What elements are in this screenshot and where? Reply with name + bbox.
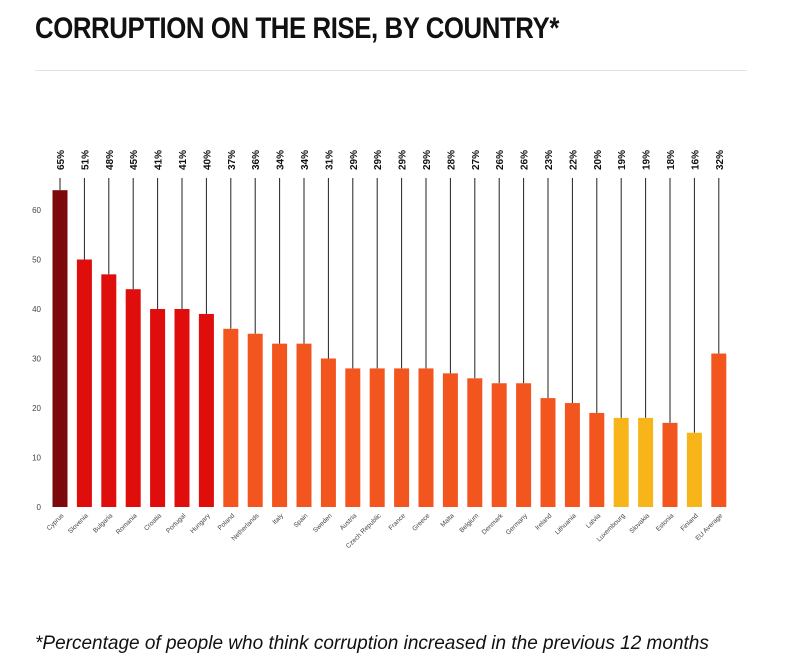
footnote: *Percentage of people who think corrupti… <box>35 633 709 654</box>
bar <box>516 383 532 507</box>
bar <box>442 373 458 507</box>
value-label: 18% <box>666 150 677 170</box>
value-label: 36% <box>251 150 262 170</box>
bar <box>589 412 605 507</box>
leader-lines <box>59 178 720 433</box>
y-tick-label: 0 <box>37 503 42 512</box>
category-label: Spain <box>293 512 310 529</box>
category-label: Germany <box>505 512 530 537</box>
y-axis: 0 10 20 30 40 50 60 <box>32 206 41 512</box>
title-divider <box>35 70 747 71</box>
bar <box>711 353 727 507</box>
category-label: Latvia <box>585 512 603 530</box>
value-label: 26% <box>520 150 531 170</box>
y-tick-label: 10 <box>32 454 41 463</box>
bar <box>223 328 239 507</box>
bar <box>272 343 288 507</box>
bar <box>613 417 629 507</box>
bar <box>564 403 580 507</box>
category-label: Slovenia <box>67 512 90 535</box>
value-label: 29% <box>398 150 409 170</box>
bar <box>320 358 336 507</box>
bar <box>296 343 312 507</box>
value-label: 29% <box>349 150 360 170</box>
bars <box>52 190 727 507</box>
category-label: Hungary <box>189 512 212 535</box>
value-label: 40% <box>202 150 213 170</box>
bar <box>76 259 92 507</box>
value-label: 34% <box>300 150 311 170</box>
bar <box>125 289 141 507</box>
category-label: Portugal <box>165 512 188 535</box>
category-label: Finland <box>680 512 700 532</box>
value-label: 48% <box>105 150 116 170</box>
bar <box>247 333 263 507</box>
bar <box>198 313 214 507</box>
value-label: 51% <box>80 150 91 170</box>
value-label: 32% <box>715 150 726 170</box>
value-label: 45% <box>129 150 140 170</box>
category-label: France <box>388 512 408 532</box>
category-label: Estonia <box>655 512 676 533</box>
value-label: 16% <box>690 150 701 170</box>
y-tick-label: 40 <box>32 305 41 314</box>
y-tick-label: 50 <box>32 256 41 265</box>
category-label: Italy <box>272 512 286 526</box>
bar <box>686 432 702 507</box>
bar <box>369 368 385 507</box>
value-label: 27% <box>471 150 482 170</box>
value-label: 29% <box>422 150 433 170</box>
value-label: 26% <box>495 150 506 170</box>
bar <box>418 368 434 507</box>
category-label: Poland <box>217 512 237 532</box>
bar-chart: 0 10 20 30 40 50 60 65% 51% 48% 45% 41% 41% 40% 37% 36… <box>32 150 727 550</box>
category-label: Lithuania <box>554 512 578 536</box>
value-label: 28% <box>446 150 457 170</box>
category-label: Greece <box>411 512 431 532</box>
category-label: Croatia <box>143 512 163 532</box>
bar <box>467 378 483 507</box>
bar <box>150 309 166 507</box>
category-label: Romania <box>115 512 139 536</box>
bar <box>662 422 678 507</box>
y-tick-label: 30 <box>32 355 41 364</box>
value-label: 22% <box>568 150 579 170</box>
value-label: 19% <box>617 150 628 170</box>
value-label: 31% <box>324 150 335 170</box>
value-label: 41% <box>178 150 189 170</box>
value-label: 29% <box>373 150 384 170</box>
category-label: Bulgaria <box>92 512 114 534</box>
x-axis-labels: Cyprus Slovenia Bulgaria Romania Croatia Port… <box>46 512 725 550</box>
bar <box>491 383 507 507</box>
bar <box>174 309 190 507</box>
bar <box>394 368 410 507</box>
category-label: Ireland <box>534 512 553 531</box>
category-label: Slovakia <box>628 512 651 535</box>
y-tick-label: 60 <box>32 206 41 215</box>
bar <box>52 190 68 507</box>
value-label: 19% <box>642 150 653 170</box>
bar <box>540 398 556 507</box>
bar <box>345 368 361 507</box>
chart-title: CORRUPTION ON THE RISE, BY COUNTRY* <box>35 12 559 45</box>
category-label: Belgium <box>458 512 480 534</box>
value-label: 34% <box>276 150 287 170</box>
value-label: 65% <box>56 150 67 170</box>
bar <box>638 417 654 507</box>
category-label: Austria <box>339 512 359 532</box>
value-label: 37% <box>227 150 238 170</box>
value-label: 41% <box>154 150 165 170</box>
value-label: 20% <box>593 150 604 170</box>
y-tick-label: 20 <box>32 404 41 413</box>
category-label: Denmark <box>481 512 505 536</box>
bar <box>101 274 117 507</box>
category-label: Malta <box>439 512 456 529</box>
category-label: Sweden <box>312 512 334 534</box>
value-labels: 65% 51% 48% 45% 41% 41% 40% 37% 36% 34% 34% 31% 29% 2… <box>56 150 726 170</box>
value-label: 23% <box>544 150 555 170</box>
category-label: Cyprus <box>46 512 66 532</box>
